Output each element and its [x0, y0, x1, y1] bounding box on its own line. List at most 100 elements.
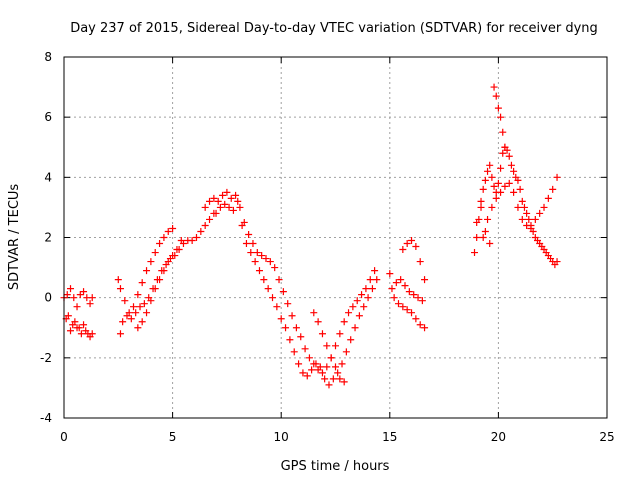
data-point	[247, 249, 255, 257]
data-point	[201, 221, 209, 229]
data-point	[236, 203, 244, 211]
data-point	[164, 227, 172, 235]
data-point	[394, 300, 402, 308]
data-point	[353, 297, 361, 305]
data-point	[471, 249, 479, 257]
data-point	[492, 92, 500, 100]
data-point	[305, 354, 313, 362]
tick-labels: 0 5 10 15 20 25 -4 -2 0 2 4 6 8	[40, 50, 615, 444]
data-point	[371, 267, 379, 275]
data-point	[397, 276, 405, 284]
data-point	[323, 363, 331, 371]
data-point	[497, 188, 505, 196]
data-point	[229, 206, 237, 214]
data-point	[234, 197, 242, 205]
data-point	[232, 191, 240, 199]
y-tick-label: -4	[40, 411, 52, 425]
data-point	[410, 291, 418, 299]
data-point	[497, 164, 505, 172]
series-segment-2	[114, 209, 218, 338]
x-tick-label: 25	[599, 430, 614, 444]
data-point	[286, 336, 294, 344]
data-point	[499, 149, 507, 157]
data-point	[119, 318, 127, 326]
data-point	[225, 203, 233, 211]
data-point	[514, 203, 522, 211]
data-point	[206, 197, 214, 205]
data-point	[245, 230, 253, 238]
data-point	[138, 318, 146, 326]
data-point	[151, 249, 159, 257]
data-point	[399, 246, 407, 254]
data-point	[260, 276, 268, 284]
data-point	[340, 318, 348, 326]
data-point	[67, 285, 75, 293]
data-point	[279, 288, 287, 296]
data-point	[421, 276, 429, 284]
data-point	[251, 258, 259, 266]
data-point	[127, 315, 135, 323]
data-point	[214, 197, 222, 205]
data-point	[345, 309, 353, 317]
data-point	[501, 143, 509, 151]
data-point	[499, 128, 507, 136]
y-tick-label: -2	[40, 351, 52, 365]
data-point	[292, 324, 300, 332]
data-point	[249, 240, 257, 248]
data-point	[390, 294, 398, 302]
data-point	[486, 240, 494, 248]
data-point	[408, 237, 416, 245]
data-point	[192, 234, 200, 241]
data-point	[310, 309, 318, 317]
data-point	[414, 294, 422, 302]
data-point	[242, 240, 250, 248]
x-tick-label: 10	[274, 430, 289, 444]
data-point	[392, 279, 400, 287]
data-point	[416, 258, 424, 266]
data-point	[518, 197, 526, 205]
data-point	[197, 227, 205, 235]
data-point	[223, 188, 231, 196]
data-point	[201, 203, 209, 211]
data-point	[360, 303, 368, 311]
data-point	[299, 369, 307, 377]
data-point	[523, 209, 531, 217]
data-point	[488, 203, 496, 211]
data-point	[399, 303, 407, 311]
data-point	[418, 297, 426, 305]
data-point	[525, 215, 533, 223]
data-point	[75, 324, 83, 332]
data-point	[329, 375, 337, 383]
data-point	[121, 297, 129, 305]
data-point	[505, 179, 513, 187]
data-point	[297, 333, 305, 341]
data-point	[497, 113, 505, 121]
data-point	[531, 215, 539, 223]
data-point	[70, 294, 78, 302]
data-point	[553, 173, 561, 181]
data-point	[473, 218, 481, 226]
data-point	[544, 194, 552, 202]
data-point	[477, 197, 485, 205]
data-point	[527, 224, 535, 232]
y-tick-label: 4	[44, 170, 52, 184]
data-point	[327, 354, 335, 362]
plot-frame	[63, 56, 608, 419]
data-point	[412, 243, 420, 251]
data-point	[216, 203, 224, 211]
series-segment-1	[60, 285, 96, 341]
data-point	[264, 285, 272, 293]
data-point	[219, 191, 227, 199]
chart-title: Day 237 of 2015, Sidereal Day-to-day VTE…	[70, 21, 598, 36]
data-point	[160, 267, 168, 275]
data-point	[386, 270, 394, 278]
data-point	[342, 348, 350, 356]
data-point	[88, 294, 96, 302]
data-point	[484, 215, 492, 223]
data-point	[290, 348, 298, 356]
data-point	[405, 288, 413, 296]
data-point	[536, 209, 544, 217]
data-point	[116, 330, 124, 338]
data-point	[76, 291, 84, 299]
data-point	[73, 303, 81, 311]
